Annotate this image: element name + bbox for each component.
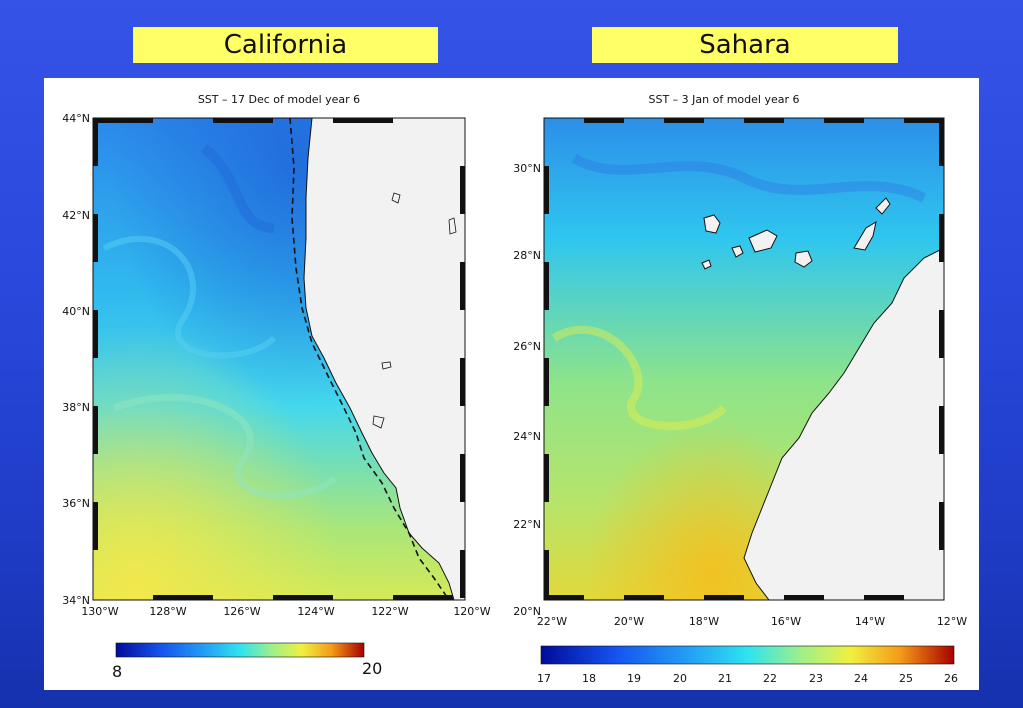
california-title-text: California [223, 30, 348, 60]
colorbar-tick: 20 [673, 672, 687, 685]
eddy [102, 235, 277, 359]
sahara-colorbar-ticks: 17 18 19 20 21 22 23 24 25 26 [537, 672, 958, 685]
sahara-lat-labels: 30°N 28°N 26°N 24°N 22°N 20°N [513, 162, 541, 618]
colorbar-tick: 21 [718, 672, 732, 685]
california-lat-labels: 44°N 42°N 40°N 38°N 36°N 34°N [62, 112, 90, 607]
lake [391, 192, 401, 204]
colorbar-min-label: 8 [112, 662, 122, 681]
lon-label: 126°W [223, 605, 260, 618]
lon-label: 22°W [537, 615, 567, 628]
lon-label: 130°W [81, 605, 118, 618]
lat-label: 42°N [62, 209, 90, 222]
california-title: California [133, 27, 438, 63]
colorbar-tick: 18 [582, 672, 596, 685]
sahara-lon-labels: 22°W 20°W 18°W 16°W 14°W 12°W [537, 615, 967, 628]
colorbar-tick: 24 [854, 672, 868, 685]
colorbar-tick: 19 [627, 672, 641, 685]
island [875, 197, 891, 215]
maps-panel: SST – 17 Dec of model year 6 44°N 42°N 4… [44, 78, 979, 690]
lon-label: 128°W [149, 605, 186, 618]
sahara-map [544, 118, 944, 600]
colorbar-tick: 22 [763, 672, 777, 685]
lon-label: 120°W [453, 605, 490, 618]
colorbar-tick: 17 [537, 672, 551, 685]
coastal-boundary [289, 118, 450, 600]
island [794, 250, 813, 268]
lake [381, 361, 392, 370]
lon-label: 16°W [771, 615, 801, 628]
lat-label: 38°N [62, 401, 90, 414]
lat-label: 34°N [62, 594, 90, 607]
africa-land [743, 247, 944, 600]
lake [372, 415, 385, 429]
eddy [200, 144, 275, 233]
california-land [303, 118, 465, 600]
sahara-colorbar [540, 645, 955, 665]
lat-label: 40°N [62, 305, 90, 318]
lon-label: 18°W [689, 615, 719, 628]
sahara-title-text: Sahara [699, 30, 791, 60]
california-frame-bars [93, 118, 465, 600]
california-map-title: SST – 17 Dec of model year 6 [198, 93, 360, 106]
california-map [93, 118, 465, 600]
colorbar-tick: 23 [809, 672, 823, 685]
colorbar-tick: 25 [899, 672, 913, 685]
island [853, 220, 877, 251]
california-lon-labels: 130°W 128°W 126°W 124°W 122°W 120°W [81, 605, 490, 618]
lat-label: 20°N [513, 605, 541, 618]
eddy [112, 394, 337, 499]
lat-label: 28°N [513, 249, 541, 262]
lon-label: 124°W [297, 605, 334, 618]
lat-label: 24°N [513, 430, 541, 443]
california-colorbar [115, 642, 365, 658]
lat-label: 36°N [62, 497, 90, 510]
lake [448, 217, 457, 235]
lon-label: 14°W [855, 615, 885, 628]
lat-label: 26°N [513, 340, 541, 353]
sahara-frame-bars [544, 118, 944, 600]
lat-label: 44°N [62, 112, 90, 125]
sahara-map-title: SST – 3 Jan of model year 6 [648, 93, 799, 106]
eddy [551, 325, 727, 431]
colorbar-tick: 26 [944, 672, 958, 685]
lon-label: 20°W [614, 615, 644, 628]
island [703, 214, 721, 234]
lon-label: 122°W [371, 605, 408, 618]
island [731, 245, 744, 258]
lat-label: 22°N [513, 518, 541, 531]
colorbar-max-label: 20 [362, 659, 382, 678]
island [701, 259, 712, 270]
lat-label: 30°N [513, 162, 541, 175]
lon-label: 12°W [937, 615, 967, 628]
sahara-title: Sahara [592, 27, 898, 63]
eddy [571, 153, 927, 203]
maps-svg: SST – 17 Dec of model year 6 44°N 42°N 4… [62, 93, 967, 685]
island [748, 229, 778, 253]
